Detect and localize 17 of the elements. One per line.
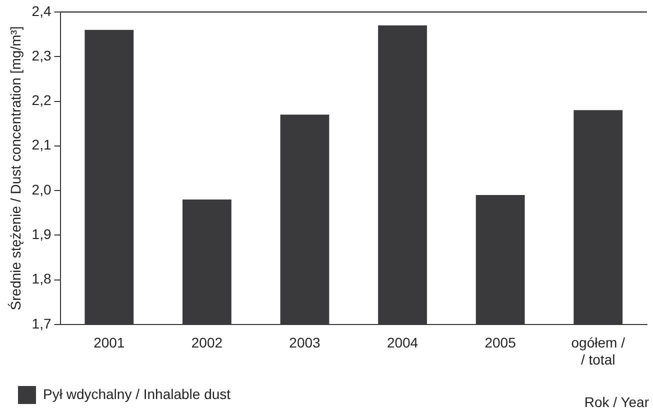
x-axis-title: Rok / Year [584,394,649,410]
legend-label: Pył wdychalny / Inhalable dust [43,386,231,402]
x-tick-label: 2004 [386,334,418,351]
x-tick-label: 2005 [484,334,516,351]
y-tick-label: 1,9 [32,226,52,242]
y-tick-label: 1,8 [32,270,52,287]
y-tick-label: 1,7 [32,315,52,332]
x-tick-label: ogółem / / total [571,334,626,368]
y-tick-label: 2,2 [32,92,52,108]
y-tick-label: 2,3 [32,47,52,64]
x-tick-label: 2003 [289,334,321,351]
x-tick-label: 2001 [94,334,125,351]
x-tick-label: 2002 [191,334,223,351]
y-tick-label: 2,1 [32,136,52,153]
y-tick-label: 2,0 [32,181,52,198]
y-axis-title: Średnie stężenie / Dust concentration [mg/m³] [7,26,24,310]
y-tick-label: 2,4 [32,2,52,19]
